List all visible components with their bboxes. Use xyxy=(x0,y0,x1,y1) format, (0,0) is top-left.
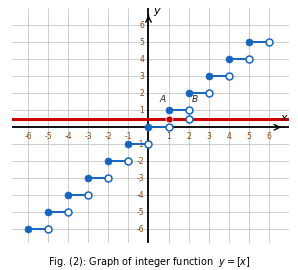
Text: -4: -4 xyxy=(136,191,144,200)
Text: -5: -5 xyxy=(44,132,52,141)
Text: A: A xyxy=(159,95,166,104)
Text: 3: 3 xyxy=(206,132,211,141)
Text: 1: 1 xyxy=(139,106,144,115)
Text: -6: -6 xyxy=(24,132,32,141)
Text: -2: -2 xyxy=(136,157,144,166)
Text: 4: 4 xyxy=(139,55,144,64)
Text: B: B xyxy=(192,95,198,104)
Text: 2: 2 xyxy=(186,132,191,141)
Text: y: y xyxy=(153,6,160,16)
Text: 3: 3 xyxy=(139,72,144,81)
Text: -3: -3 xyxy=(84,132,92,141)
Text: -6: -6 xyxy=(136,225,144,234)
Text: 5: 5 xyxy=(139,38,144,47)
Text: -1: -1 xyxy=(136,140,144,149)
Text: x: x xyxy=(280,113,287,123)
Text: 5: 5 xyxy=(246,132,251,141)
Text: -5: -5 xyxy=(136,208,144,217)
Text: 6: 6 xyxy=(266,132,271,141)
Text: -1: -1 xyxy=(125,132,132,141)
Text: -2: -2 xyxy=(105,132,112,141)
Text: 2: 2 xyxy=(139,89,144,98)
Text: 1: 1 xyxy=(166,132,171,141)
Text: 4: 4 xyxy=(226,132,231,141)
Text: Fig. (2): Graph of integer function  $y = [x]$: Fig. (2): Graph of integer function $y =… xyxy=(48,255,250,269)
Text: -4: -4 xyxy=(64,132,72,141)
Text: 6: 6 xyxy=(139,21,144,30)
Text: -3: -3 xyxy=(136,174,144,183)
